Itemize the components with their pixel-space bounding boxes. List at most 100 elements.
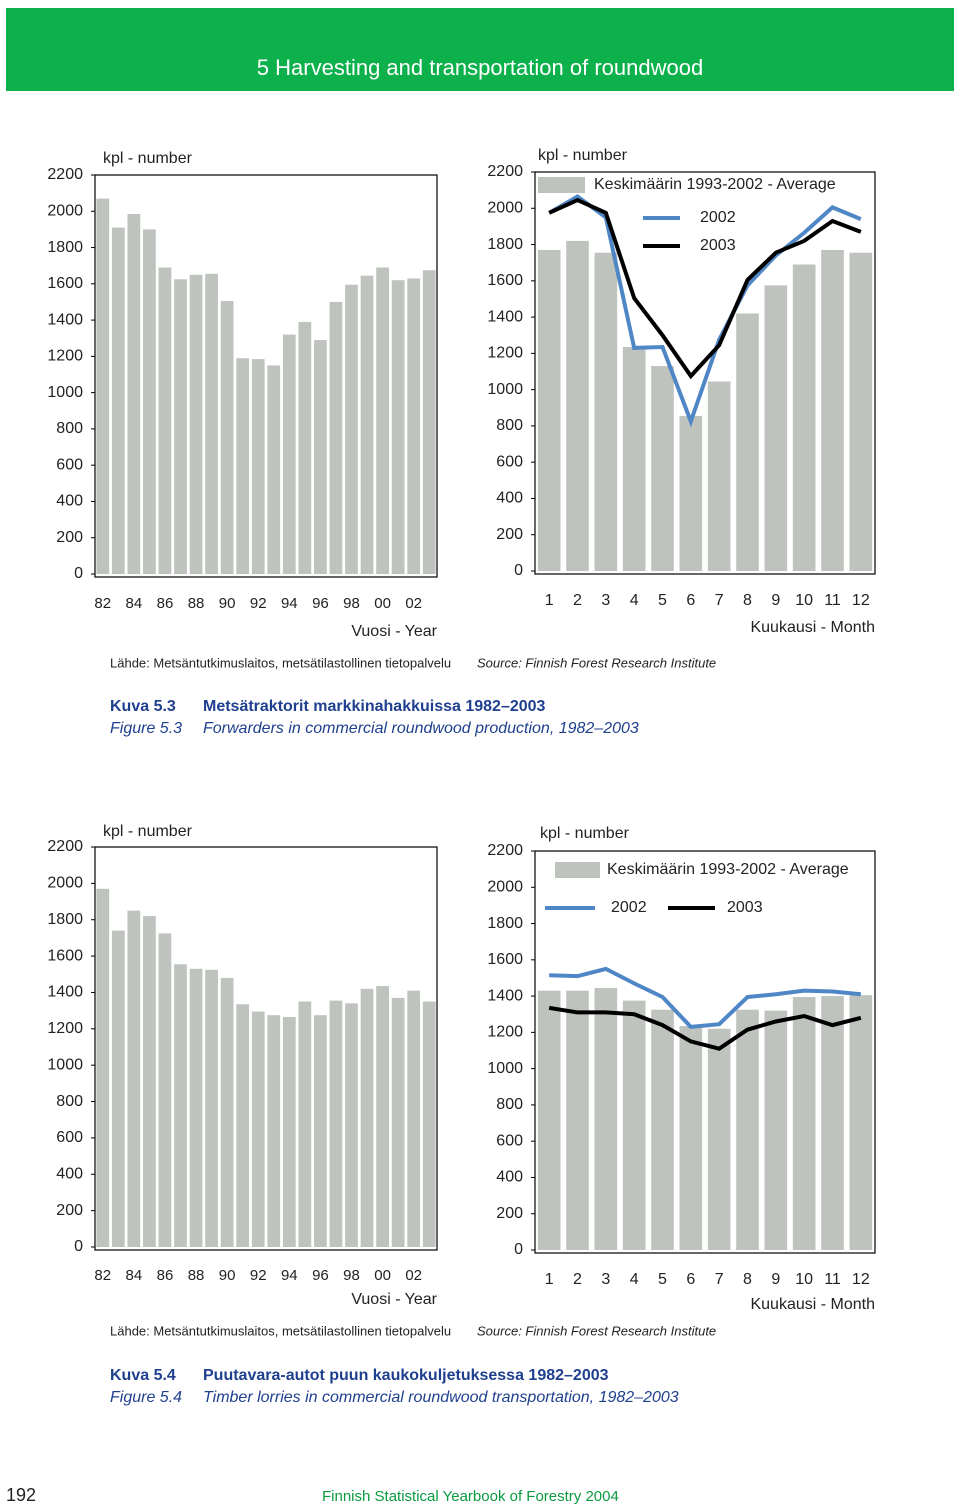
- y-tick-label: 1600: [47, 947, 83, 964]
- y-axis-label: kpl - number: [540, 825, 630, 842]
- y-tick-label: 600: [496, 1132, 523, 1149]
- x-tick-label: 3: [601, 592, 610, 609]
- bar: [314, 1015, 327, 1247]
- y-tick-label: 200: [496, 526, 523, 543]
- x-tick-label: 00: [374, 595, 391, 612]
- bar: [189, 968, 203, 1247]
- y-tick-label: 1400: [487, 987, 523, 1004]
- bar: [736, 1009, 759, 1250]
- publication: Finnish Statistical Yearbook of Forestry…: [322, 1488, 619, 1505]
- bar: [174, 964, 187, 1247]
- bar: [764, 1010, 788, 1250]
- bar: [594, 987, 618, 1250]
- x-axis-label: Vuosi - Year: [351, 623, 437, 640]
- x-tick-label: 82: [94, 595, 111, 612]
- x-tick-label: 82: [94, 1267, 111, 1284]
- y-tick-label: 1400: [487, 308, 523, 325]
- line: [548, 197, 862, 380]
- y-tick-label: 1600: [487, 272, 523, 289]
- x-axis-label: Kuukausi - Month: [750, 619, 875, 636]
- bar: [345, 1003, 358, 1247]
- line: [548, 194, 862, 428]
- x-tick-label: 02: [405, 595, 422, 612]
- y-tick-label: 400: [56, 1165, 83, 1182]
- y-tick-label: 2200: [487, 163, 523, 180]
- x-tick-label: 02: [405, 1267, 422, 1284]
- y-tick-label: 1200: [487, 345, 523, 362]
- bar: [849, 252, 873, 571]
- header-band: [6, 8, 954, 91]
- x-tick-label: 86: [157, 1267, 174, 1284]
- bar: [679, 1026, 703, 1250]
- page-number: 192: [6, 1485, 36, 1505]
- bar: [707, 381, 731, 571]
- x-tick-label: 3: [601, 1271, 610, 1288]
- bar: [376, 267, 389, 574]
- bar: [282, 334, 296, 574]
- y-tick-label: 2000: [487, 878, 523, 895]
- bar: [127, 910, 141, 1247]
- bar: [111, 227, 125, 574]
- y-tick-label: 800: [56, 420, 83, 437]
- x-tick-label: 6: [686, 592, 695, 609]
- bar: [360, 988, 374, 1247]
- legend-swatch: [538, 177, 585, 193]
- x-tick-label: 84: [126, 595, 143, 612]
- header-title: 5 Harvesting and transportation of round…: [257, 55, 703, 80]
- y-tick-label: 800: [496, 1096, 523, 1113]
- bar: [189, 274, 203, 574]
- legend-label: 2002: [611, 899, 647, 916]
- x-tick-label: 12: [852, 592, 870, 609]
- y-tick-label: 1800: [47, 239, 83, 256]
- bar: [736, 313, 759, 571]
- bar: [566, 240, 589, 571]
- bar: [764, 285, 788, 571]
- bar: [267, 365, 281, 574]
- x-tick-label: 94: [281, 1267, 298, 1284]
- bar: [360, 275, 374, 574]
- bar: [251, 359, 265, 574]
- bar: [821, 249, 844, 571]
- bar: [158, 933, 172, 1247]
- y-tick-label: 400: [56, 493, 83, 510]
- x-tick-label: 5: [658, 592, 667, 609]
- bar: [622, 1000, 646, 1250]
- x-tick-label: 1: [545, 592, 554, 609]
- bar: [537, 249, 561, 571]
- y-tick-label: 0: [74, 565, 83, 582]
- line: [548, 1005, 862, 1051]
- x-tick-label: 9: [771, 1271, 780, 1288]
- bar: [298, 1001, 312, 1247]
- y-tick-label: 2200: [47, 166, 83, 183]
- x-tick-label: 4: [630, 1271, 639, 1288]
- y-tick-label: 1200: [47, 1020, 83, 1037]
- y-tick-label: 2200: [47, 838, 83, 855]
- bar: [127, 213, 141, 575]
- bar: [792, 264, 816, 571]
- y-axis-label: kpl - number: [103, 150, 193, 167]
- y-tick-label: 600: [496, 453, 523, 470]
- bar: [267, 1015, 281, 1247]
- legend-label: Keskimäärin 1993-2002 - Average: [607, 861, 849, 878]
- x-axis-label: Vuosi - Year: [351, 1291, 437, 1308]
- y-tick-label: 800: [496, 417, 523, 434]
- y-axis-label: kpl - number: [103, 823, 193, 840]
- bar: [143, 916, 156, 1247]
- legend-swatch: [555, 862, 600, 878]
- x-tick-label: 96: [312, 595, 329, 612]
- source: Lähde: Metsäntutkimuslaitos, metsätilast…: [110, 1323, 451, 1338]
- x-tick-label: 5: [658, 1271, 667, 1288]
- y-tick-label: 1400: [47, 984, 83, 1001]
- y-tick-label: 600: [56, 456, 83, 473]
- x-tick-label: 10: [795, 592, 813, 609]
- caption-title: Metsätraktorit markkinahakkuissa 1982–20…: [203, 698, 546, 715]
- bar: [407, 278, 421, 574]
- bar: [205, 273, 218, 574]
- y-tick-label: 1200: [47, 348, 83, 365]
- bar: [236, 358, 250, 574]
- legend-label: 2003: [700, 237, 736, 254]
- bar: [566, 990, 589, 1250]
- x-tick-label: 86: [157, 595, 174, 612]
- caption-title-en: Timber lorries in commercial roundwood t…: [203, 1389, 679, 1406]
- caption-label: Kuva 5.4: [110, 1367, 176, 1384]
